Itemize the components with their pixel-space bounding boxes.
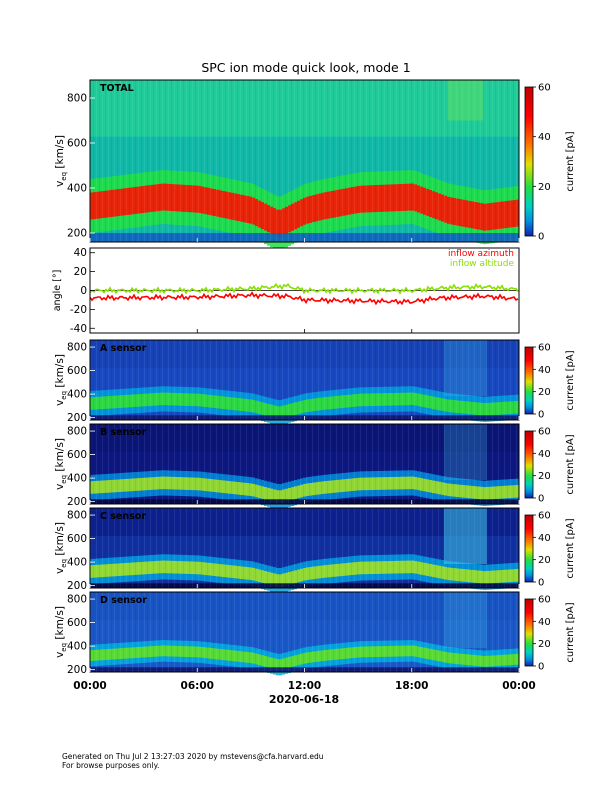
colorbar-label-0: current [pA]: [565, 131, 576, 191]
chart-title: SPC ion mode quick look, mode 1: [201, 60, 410, 75]
y-tick-label-2-3: 800: [67, 342, 87, 354]
y-tick-label-4-1: 400: [67, 557, 87, 569]
y-tick-label-4-3: 800: [67, 510, 87, 522]
y-tick-label-2-2: 600: [67, 365, 87, 377]
y-tick-label-5-0: 200: [67, 664, 87, 676]
y-tick-label-2-0: 200: [67, 412, 87, 424]
colorbar-tick-label-4-1: 20: [538, 555, 551, 566]
footer-line-2: For browse purposes only.: [62, 761, 160, 770]
y-tick-label-4-2: 600: [67, 533, 87, 545]
colorbar-tick-label-0-1: 20: [538, 182, 551, 193]
colorbar-tick-label-4-0: 0: [538, 578, 544, 589]
y-tick-label-3-1: 400: [67, 473, 87, 485]
footer: Generated on Thu Jul 2 13:27:03 2020 by …: [62, 752, 324, 770]
colorbar-3: [524, 430, 534, 499]
colorbar-0: [524, 86, 534, 237]
y-tick-label-1-4: 40: [74, 247, 87, 259]
colorbar-label-5: current [pA]: [565, 602, 576, 662]
colorbar-label-2: current [pA]: [565, 350, 576, 410]
y-tick-label-0-3: 800: [67, 93, 87, 105]
colorbar-tick-label-0-0: 0: [538, 232, 544, 243]
panel-label-4: C sensor: [100, 511, 146, 522]
panel-label-0: TOTAL: [100, 83, 134, 94]
colorbar-2: [524, 346, 534, 415]
colorbar-tick-label-5-1: 20: [538, 639, 551, 650]
x-tick-label-2: 12:00: [288, 680, 321, 692]
y-tick-label-5-2: 600: [67, 617, 87, 629]
legend-entry-1: inflow altitude: [450, 259, 515, 269]
colorbar-tick-label-2-0: 0: [538, 410, 544, 421]
y-tick-label-3-0: 200: [67, 496, 87, 508]
colorbar-tick-label-0-3: 60: [538, 83, 551, 94]
colorbar-tick-label-5-2: 40: [538, 617, 551, 628]
colorbar-tick-label-5-0: 0: [538, 662, 544, 673]
colorbar-tick-label-4-3: 60: [538, 511, 551, 522]
panel-label-5: D sensor: [100, 595, 147, 606]
panel-label-2: A sensor: [100, 343, 147, 354]
colorbar-tick-label-3-1: 20: [538, 471, 551, 482]
colorbar-label-4: current [pA]: [565, 518, 576, 578]
y-axis-label-3: veq [km/s]: [54, 438, 68, 490]
y-axis-label-2: veq [km/s]: [54, 354, 68, 406]
y-tick-label-3-3: 800: [67, 426, 87, 438]
y-axis-label-0: veq [km/s]: [54, 135, 68, 187]
y-tick-label-1-0: -40: [70, 323, 87, 335]
y-tick-label-2-1: 400: [67, 389, 87, 401]
y-axis-label-5: veq [km/s]: [54, 606, 68, 658]
x-tick-label-1: 06:00: [181, 680, 214, 692]
colorbar-4: [524, 514, 534, 583]
y-tick-label-3-2: 600: [67, 449, 87, 461]
y-tick-label-0-2: 600: [67, 138, 87, 150]
colorbar-tick-label-0-2: 40: [538, 132, 551, 143]
x-tick-label-3: 18:00: [395, 680, 428, 692]
series-line-0: [89, 291, 519, 306]
y-axis-label-4: veq [km/s]: [54, 522, 68, 574]
y-tick-label-1-1: -20: [70, 304, 87, 316]
y-tick-label-5-3: 800: [67, 594, 87, 606]
y-tick-label-1-3: 20: [74, 266, 87, 278]
panel-label-3: B sensor: [100, 427, 147, 438]
y-tick-label-0-0: 200: [67, 228, 87, 240]
legend-entry-0: inflow azimuth: [448, 249, 514, 259]
colorbar-tick-label-2-1: 20: [538, 387, 551, 398]
series-line-1: [89, 282, 519, 295]
colorbar-tick-label-3-3: 60: [538, 427, 551, 438]
colorbar-tick-label-3-0: 0: [538, 494, 544, 505]
x-tick-label-0: 00:00: [73, 680, 106, 692]
colorbar-tick-label-2-2: 40: [538, 365, 551, 376]
colorbar-label-3: current [pA]: [565, 434, 576, 494]
y-tick-label-4-0: 200: [67, 580, 87, 592]
y-tick-label-0-1: 400: [67, 183, 87, 195]
footer-line-1: Generated on Thu Jul 2 13:27:03 2020 by …: [62, 752, 324, 761]
colorbar-5: [524, 598, 534, 667]
y-tick-label-1-2: 0: [80, 285, 87, 297]
colorbar-tick-label-3-2: 40: [538, 449, 551, 460]
x-axis-date-label: 2020-06-18: [269, 693, 339, 706]
colorbar-tick-label-2-3: 60: [538, 343, 551, 354]
colorbar-tick-label-4-2: 40: [538, 533, 551, 544]
x-tick-label-4: 00:00: [502, 680, 535, 692]
y-tick-label-5-1: 400: [67, 641, 87, 653]
colorbar-tick-label-5-3: 60: [538, 595, 551, 606]
angle-axis-label: angle [°]: [52, 270, 63, 312]
